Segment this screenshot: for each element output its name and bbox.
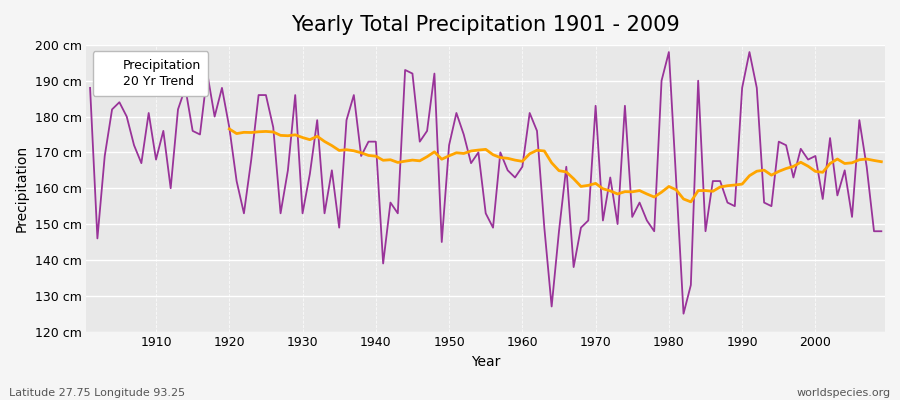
20 Yr Trend [854,157,865,162]
Title: Yearly Total Precipitation 1901 - 2009: Yearly Total Precipitation 1901 - 2009 [292,15,680,35]
Precipitation [605,175,616,180]
20 Yr Trend [876,159,886,164]
20 Yr Trend [678,196,688,201]
Precipitation [143,110,154,115]
20 Yr Trend [311,134,322,139]
20 Yr Trend [773,169,784,174]
Text: Latitude 27.75 Longitude 93.25: Latitude 27.75 Longitude 93.25 [9,388,185,398]
20 Yr Trend [422,154,433,159]
Line: Precipitation: Precipitation [90,52,881,314]
Y-axis label: Precipitation: Precipitation [15,145,29,232]
Precipitation [876,229,886,234]
X-axis label: Year: Year [471,355,500,369]
Precipitation [517,164,527,169]
Text: worldspecies.org: worldspecies.org [796,388,891,398]
Legend: Precipitation, 20 Yr Trend: Precipitation, 20 Yr Trend [93,51,209,96]
Precipitation [509,175,520,180]
Precipitation [304,172,315,176]
Precipitation [85,86,95,90]
20 Yr Trend [224,126,235,131]
Precipitation [678,311,688,316]
Line: 20 Yr Trend: 20 Yr Trend [230,129,881,202]
20 Yr Trend [788,164,799,169]
Precipitation [663,50,674,54]
Precipitation [348,93,359,98]
20 Yr Trend [686,200,697,204]
